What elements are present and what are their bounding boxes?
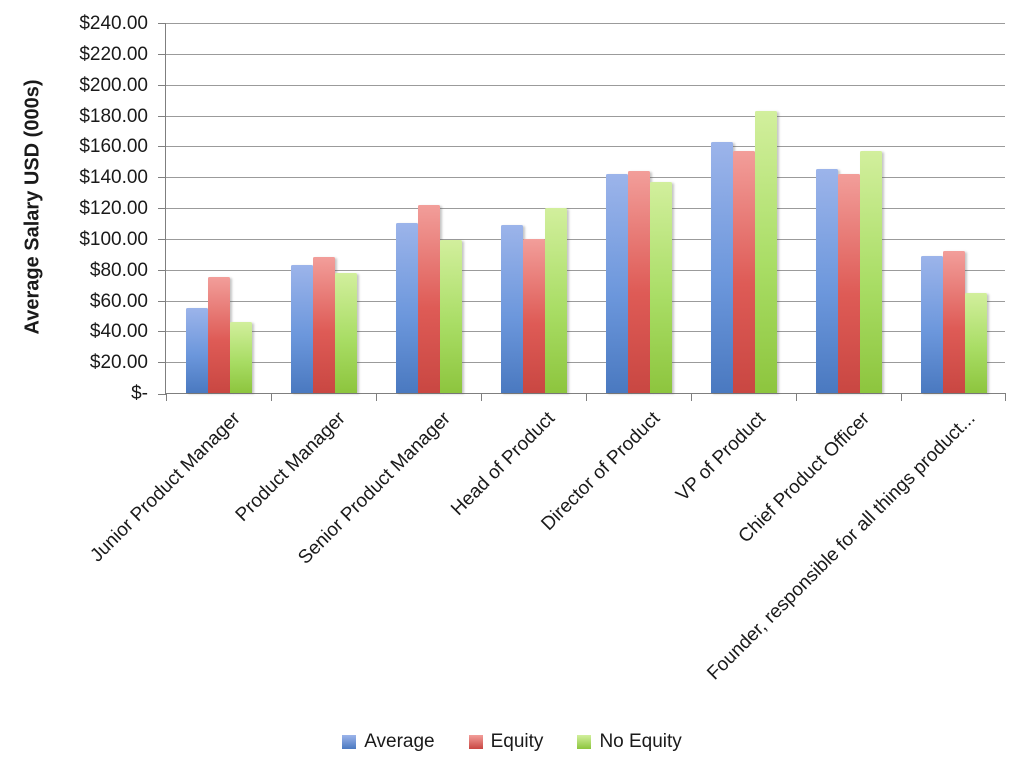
bar-equity-chief-product-officer — [838, 174, 860, 393]
x-axis-category-label: Product Manager — [231, 408, 350, 526]
x-axis-tick — [271, 393, 272, 401]
x-axis-tick — [166, 393, 167, 401]
x-axis-category-label: VP of Product — [671, 408, 770, 506]
y-axis-tick — [158, 23, 166, 24]
y-axis-tick-label: $240.00 — [79, 13, 148, 34]
x-axis-tick — [376, 393, 377, 401]
gridline — [166, 269, 1005, 271]
chart-legend: Average Equity No Equity — [0, 731, 1024, 753]
y-axis-tick-label: $180.00 — [79, 105, 148, 127]
bar-no-equity-senior-product-manager — [440, 240, 462, 393]
y-axis-tick — [158, 146, 166, 148]
bar-average-junior-product-manager — [186, 308, 208, 393]
bar-equity-head-of-product — [523, 239, 545, 393]
y-axis-tick — [158, 362, 166, 364]
bar-equity-product-manager — [313, 257, 335, 393]
x-axis-category-label: Junior Product Manager — [86, 408, 245, 567]
gridline — [166, 362, 1005, 364]
x-axis-tick — [481, 393, 482, 401]
bar-average-chief-product-officer — [816, 169, 838, 393]
y-axis-tick — [158, 300, 166, 302]
y-axis-tick-label: $20.00 — [89, 352, 148, 374]
y-axis-tick — [158, 84, 166, 86]
bar-average-head-of-product — [501, 225, 523, 393]
legend-swatch-icon — [342, 735, 357, 749]
legend-label: Average — [364, 731, 435, 752]
legend-item-average: Average — [342, 731, 435, 753]
bar-no-equity-vp-of-product — [755, 111, 777, 393]
bar-no-equity-junior-product-manager — [230, 322, 252, 393]
bar-no-equity-director-of-product — [650, 182, 672, 393]
gridline — [166, 23, 1005, 24]
gridline — [166, 300, 1005, 302]
y-axis-tick — [158, 394, 166, 395]
gridline — [166, 331, 1005, 333]
bar-equity-founder-responsible-for-all-things-product — [943, 251, 965, 393]
y-axis-tick — [158, 115, 166, 117]
bar-no-equity-chief-product-officer — [860, 151, 882, 393]
bar-equity-junior-product-manager — [208, 277, 230, 393]
y-axis-tick-label: $140.00 — [79, 167, 148, 189]
legend-swatch-icon — [468, 735, 483, 749]
y-axis-tick — [158, 238, 166, 240]
y-axis-tick — [158, 331, 166, 333]
legend-item-no-equity: No Equity — [577, 731, 682, 753]
gridline — [166, 115, 1005, 117]
bar-average-product-manager — [291, 265, 313, 393]
bar-average-senior-product-manager — [396, 223, 418, 393]
y-axis-tick-label: $40.00 — [89, 321, 148, 343]
y-axis-tick-label: $160.00 — [79, 136, 148, 158]
y-axis-tick-label: $220.00 — [79, 43, 148, 65]
x-axis-tick — [586, 393, 587, 401]
y-axis-tick — [158, 208, 166, 209]
bar-no-equity-head-of-product — [545, 208, 567, 393]
y-axis-tick-label: $120.00 — [79, 198, 148, 219]
bar-average-director-of-product — [606, 174, 628, 393]
bar-average-founder-responsible-for-all-things-product — [921, 256, 943, 393]
y-axis-tick — [158, 269, 166, 271]
x-axis-tick — [1005, 393, 1006, 401]
gridline — [166, 146, 1005, 148]
y-axis-tick-label: $80.00 — [89, 259, 148, 281]
bar-equity-senior-product-manager — [418, 205, 440, 393]
plot-area — [158, 23, 1006, 401]
x-axis-tick — [796, 393, 797, 401]
y-axis-tick-label: $100.00 — [79, 228, 148, 250]
legend-label: Equity — [490, 731, 544, 752]
y-axis-tick — [158, 53, 166, 55]
y-axis-tick — [158, 177, 166, 179]
bar-no-equity-product-manager — [335, 273, 357, 393]
y-axis-tick-label: $60.00 — [89, 290, 148, 312]
gridline — [166, 84, 1005, 86]
bar-equity-director-of-product — [628, 171, 650, 393]
legend-swatch-icon — [577, 735, 592, 749]
y-axis-tick-label: $- — [131, 383, 148, 404]
legend-item-equity: Equity — [468, 731, 544, 753]
bar-equity-vp-of-product — [733, 151, 755, 393]
y-axis-tick-label: $200.00 — [79, 74, 148, 96]
x-axis-tick — [901, 393, 902, 401]
x-axis-category-label: Director of Product — [537, 408, 665, 535]
gridline — [166, 53, 1005, 55]
bar-average-vp-of-product — [711, 142, 733, 393]
x-axis-category-label: Head of Product — [447, 408, 560, 520]
gridline — [166, 238, 1005, 240]
bar-no-equity-founder-responsible-for-all-things-product — [965, 293, 987, 393]
gridline — [166, 208, 1005, 209]
legend-label: No Equity — [599, 731, 682, 752]
gridline — [166, 177, 1005, 179]
x-axis-tick — [691, 393, 692, 401]
